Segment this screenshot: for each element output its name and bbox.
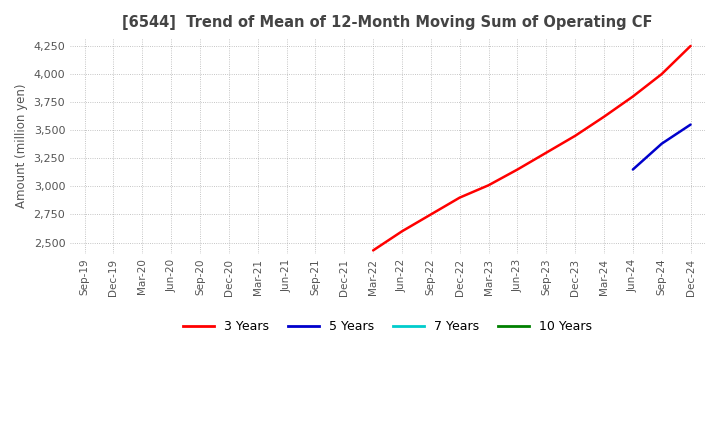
3 Years bbox=[686, 43, 695, 48]
Legend: 3 Years, 5 Years, 7 Years, 10 Years: 3 Years, 5 Years, 7 Years, 10 Years bbox=[178, 315, 598, 338]
3 Years bbox=[426, 212, 435, 217]
5 Years bbox=[657, 141, 666, 147]
3 Years bbox=[629, 94, 637, 99]
3 Years bbox=[513, 167, 522, 172]
3 Years bbox=[485, 183, 493, 188]
5 Years bbox=[686, 122, 695, 127]
3 Years bbox=[369, 248, 377, 253]
Y-axis label: Amount (million yen): Amount (million yen) bbox=[15, 84, 28, 208]
3 Years bbox=[542, 150, 551, 155]
3 Years bbox=[657, 71, 666, 77]
3 Years bbox=[571, 133, 580, 139]
3 Years bbox=[600, 114, 608, 119]
5 Years bbox=[629, 167, 637, 172]
3 Years bbox=[456, 195, 464, 200]
Line: 5 Years: 5 Years bbox=[633, 125, 690, 169]
3 Years bbox=[397, 229, 406, 234]
Title: [6544]  Trend of Mean of 12-Month Moving Sum of Operating CF: [6544] Trend of Mean of 12-Month Moving … bbox=[122, 15, 653, 30]
Line: 3 Years: 3 Years bbox=[373, 46, 690, 250]
